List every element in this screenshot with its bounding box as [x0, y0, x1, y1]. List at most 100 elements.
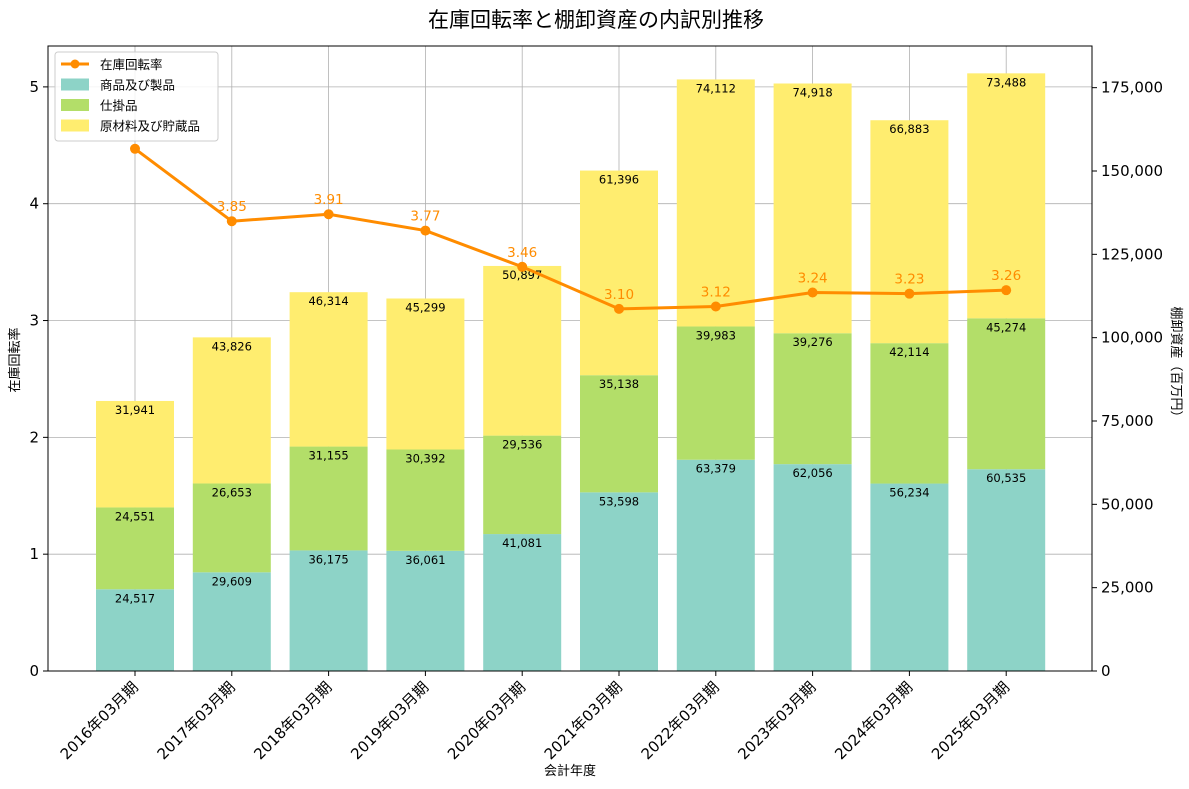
bar-segment-goods	[580, 492, 658, 671]
segment-label-materials: 66,883	[889, 122, 929, 136]
x-tick-label: 2022年03月期	[638, 678, 723, 763]
turnover-value-label: 3.26	[991, 268, 1021, 284]
plot-frame	[47, 45, 1093, 672]
turnover-line	[133, 147, 1008, 311]
segment-label-goods: 56,234	[889, 486, 929, 500]
legend-item-materials: 原材料及び貯蔵品	[100, 119, 200, 134]
bars	[96, 73, 1046, 671]
x-tick-label: 2021年03月期	[541, 678, 626, 763]
turnover-value-label: 3.85	[217, 199, 247, 215]
x-tick-label: 2018年03月期	[250, 678, 335, 763]
segment-label-materials: 74,918	[792, 86, 832, 100]
segment-label-goods: 36,061	[405, 553, 445, 567]
y-right-tick-label: 175,000	[1101, 79, 1163, 97]
segment-label-materials: 45,299	[405, 300, 445, 314]
x-tick-label: 2019年03月期	[347, 678, 432, 763]
segment-label-goods: 63,379	[696, 462, 736, 476]
segment-label-goods: 29,609	[212, 574, 252, 588]
segment-label-materials: 61,396	[599, 173, 639, 187]
bar-segment-goods	[870, 483, 949, 671]
bar-segment-wip	[870, 343, 949, 484]
bar-segment-goods	[676, 459, 755, 671]
y-left-tick-label: 1	[29, 545, 39, 563]
bar-segment-wip	[96, 507, 174, 590]
y-left-tick-label: 2	[29, 428, 39, 446]
turnover-value-label: 3.46	[507, 245, 537, 261]
bar-segment-materials	[386, 298, 465, 450]
bar-segment-materials	[96, 400, 174, 508]
legend-bar-swatch	[61, 119, 89, 132]
segment-label-wip: 31,155	[308, 449, 348, 463]
turnover-point	[226, 216, 237, 227]
turnover-point	[420, 225, 431, 236]
segment-label-wip: 26,653	[212, 485, 252, 499]
y-right-tick-label: 100,000	[1101, 329, 1163, 347]
bar-segment-wip	[580, 375, 658, 493]
y-right-tick-label: 150,000	[1101, 162, 1163, 180]
turnover-point	[130, 143, 140, 154]
segment-label-goods: 60,535	[986, 471, 1026, 485]
turnover-point	[614, 303, 624, 314]
x-tick-label: 2020年03月期	[444, 678, 529, 763]
bar-segment-wip	[192, 483, 271, 573]
x-tick-label: 2023年03月期	[734, 678, 819, 763]
bar-segment-wip	[676, 326, 755, 460]
bar-segment-materials	[483, 265, 562, 436]
bar-segment-materials	[192, 337, 271, 484]
bar-segment-wip	[289, 446, 368, 551]
segment-label-materials: 46,314	[308, 294, 348, 308]
legend-item-turnover: 在庫回転率	[100, 57, 163, 72]
x-tick-label: 2025年03月期	[928, 678, 1013, 763]
legend-bar-swatch	[61, 78, 89, 91]
segment-label-materials: 73,488	[986, 75, 1026, 89]
turnover-value-label: 3.24	[798, 270, 828, 286]
bar-segment-goods	[483, 534, 562, 671]
y-right-tick-label: 0	[1101, 662, 1111, 680]
y-left-tick-label: 4	[29, 195, 39, 213]
legend-item-wip: 仕掛品	[100, 98, 138, 113]
bar-segment-goods	[289, 550, 368, 671]
y-left-tick-label: 3	[29, 312, 39, 330]
segment-label-wip: 42,114	[889, 345, 929, 359]
segment-label-wip: 24,551	[115, 509, 155, 523]
bar-segment-goods	[967, 469, 1046, 671]
turnover-line-layer: 3.85 3.91 3.77 3.46 3.10 3.12 3.24 3.23 3.26	[130, 143, 1021, 314]
x-tick-label: 2016年03月期	[57, 678, 142, 763]
turnover-point	[904, 288, 915, 299]
bar-segment-materials	[870, 120, 949, 344]
segment-label-goods: 62,056	[792, 466, 832, 480]
turnover-point	[517, 261, 528, 272]
bar-segment-materials	[676, 79, 755, 327]
y-right-tick-label: 75,000	[1101, 412, 1154, 430]
bar-segment-goods	[386, 550, 465, 671]
turnover-point	[710, 301, 721, 312]
segment-label-materials: 74,112	[696, 81, 736, 95]
bar-segment-goods	[773, 464, 852, 671]
bar-segment-materials	[289, 292, 368, 447]
bar-segment-wip	[386, 449, 465, 551]
y-axis-right-title: 棚卸資産（百万円）	[1168, 306, 1184, 423]
y-left-tick-label: 5	[29, 78, 39, 96]
y-right-tick-label: 50,000	[1101, 495, 1154, 513]
turnover-value-label: 3.91	[314, 192, 344, 208]
turnover-point	[323, 209, 334, 220]
turnover-value-label: 3.10	[604, 287, 634, 303]
x-tick-label: 2017年03月期	[154, 678, 239, 763]
y-right-tick-label: 25,000	[1101, 579, 1154, 597]
segment-label-materials: 43,826	[212, 339, 252, 353]
legend-marker-swatch	[70, 59, 80, 69]
segment-label-goods: 41,081	[502, 536, 542, 550]
segment-label-goods: 53,598	[599, 494, 639, 508]
bar-segment-materials	[967, 73, 1046, 319]
bar-segment-materials	[580, 170, 658, 376]
bar-segment-wip	[967, 318, 1046, 470]
segment-label-wip: 39,276	[792, 335, 832, 349]
segment-label-wip: 39,983	[696, 328, 736, 342]
turnover-point	[807, 287, 818, 298]
chart-title: 在庫回転率と棚卸資産の内訳別推移	[428, 8, 764, 32]
turnover-point	[1001, 285, 1012, 296]
segment-labels: 24,517 24,551 31,941 29,609 26,653 43,826 36,1…	[115, 75, 1026, 605]
y-right-tick-label: 125,000	[1101, 245, 1163, 263]
segment-label-materials: 31,941	[115, 403, 155, 417]
